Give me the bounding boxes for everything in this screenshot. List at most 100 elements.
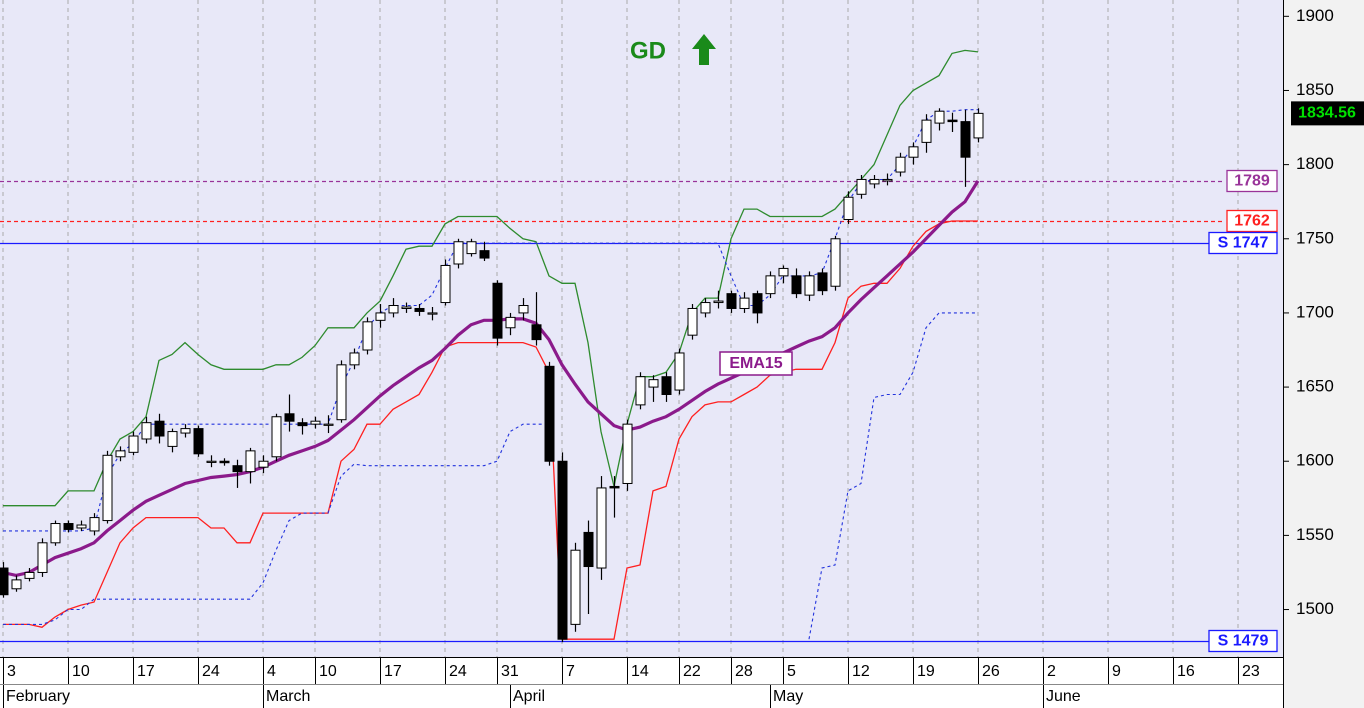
y-tick-label: 1550 (1296, 525, 1334, 544)
x-tick-label: 4 (267, 663, 276, 680)
x-tick-label: 17 (384, 663, 402, 680)
candle-body (739, 297, 750, 309)
last-price-label: 1834.56 (1298, 105, 1356, 122)
candle-body (128, 435, 139, 453)
candle-body (245, 450, 256, 473)
x-tick-label: 7 (566, 663, 575, 680)
candle-body (856, 178, 867, 195)
labels: 1500 1550 1600 1650 1700 1750 1800 1850 1900 3 Feb… (6, 6, 1364, 705)
signal-arrow (692, 34, 716, 65)
month-label: March (266, 688, 310, 705)
candle-body (258, 460, 269, 468)
candle-body (817, 272, 828, 292)
y-tick-label: 1900 (1296, 6, 1334, 25)
x-tick-label: 10 (72, 663, 90, 680)
indicator-line (3, 49, 979, 507)
candle-body (310, 420, 321, 425)
level-label-box (1226, 169, 1278, 193)
candle-body (947, 119, 958, 123)
level-label: S 1479 (1218, 633, 1269, 650)
month-label: May (773, 688, 803, 705)
x-tick-label: 22 (683, 663, 701, 680)
y-tick-label: 1600 (1296, 451, 1334, 470)
indicator-line (808, 312, 978, 640)
candle-body (778, 267, 789, 277)
x-tick-label: 2 (1047, 663, 1056, 680)
candle-body (869, 178, 880, 185)
level-label-box (1226, 209, 1278, 233)
candle-body (180, 428, 191, 434)
x-tick-label: 9 (1112, 663, 1121, 680)
x-tick-label: 26 (982, 663, 1000, 680)
candle-body (63, 523, 74, 530)
candles (0, 108, 984, 643)
y-tick-label: 1850 (1296, 80, 1334, 99)
candle-body (713, 300, 724, 304)
month-label: February (6, 688, 70, 705)
candle-body (193, 428, 204, 455)
month-label: April (513, 688, 545, 705)
candle-body (674, 352, 685, 391)
x-tick-label: 12 (852, 663, 870, 680)
x-tick-label: 16 (1177, 663, 1195, 680)
candle-body (687, 307, 698, 336)
indicator-line (2, 180, 980, 578)
x-tick-label: 5 (787, 663, 796, 680)
candle-body (50, 523, 61, 544)
x-tick-label: 31 (501, 663, 519, 680)
signal-label: GD (630, 37, 666, 64)
candle-body (206, 460, 217, 463)
candle-body (11, 579, 22, 590)
y-tick-label: 1750 (1296, 228, 1334, 247)
candle-body (765, 275, 776, 295)
y-tick-label: 1500 (1296, 599, 1334, 618)
candle-body (622, 423, 633, 484)
level-label: S 1747 (1218, 235, 1269, 252)
candle-body (921, 119, 932, 143)
line-label-box (719, 351, 793, 376)
line-label: EMA15 (729, 355, 782, 372)
candle-body (154, 420, 165, 437)
candle-body (375, 312, 386, 321)
candle-body (24, 571, 35, 579)
candle-body (219, 460, 230, 464)
candle-body (479, 250, 490, 259)
candle-body (726, 293, 737, 309)
candle-body (453, 241, 464, 265)
candle-body (232, 465, 243, 473)
candle-body (700, 302, 711, 314)
candle-body (531, 324, 542, 341)
indicator-line (3, 220, 978, 640)
candle-body (960, 121, 971, 158)
level-label: 1789 (1234, 173, 1270, 190)
candle-body (843, 196, 854, 220)
candle-body (76, 524, 87, 529)
candle-body (362, 321, 373, 351)
candle-body (388, 305, 399, 314)
x-tick-label: 14 (631, 663, 649, 680)
candle-body (518, 305, 529, 314)
candle-body (804, 275, 815, 296)
candle-body (557, 460, 568, 640)
candle-body (973, 112, 984, 139)
candle-body (544, 365, 555, 462)
candle-body (882, 178, 893, 182)
x-tick-label: 10 (319, 663, 337, 680)
x-tick-label: 23 (1242, 663, 1260, 680)
candle-body (609, 485, 620, 489)
lines (2, 49, 980, 640)
candle-body (908, 146, 919, 158)
candle-body (440, 264, 451, 304)
level-label-box (1208, 629, 1278, 653)
y-tick-label: 1800 (1296, 154, 1334, 173)
candle-body (427, 312, 438, 315)
bottom-axis-background (0, 658, 1283, 708)
x-tick-label: 24 (202, 663, 220, 680)
candle-body (115, 450, 126, 458)
candle-body (323, 423, 334, 426)
candle-body (0, 567, 9, 596)
candle-body (414, 307, 425, 312)
candle-body (570, 549, 581, 625)
candle-body (596, 487, 607, 569)
